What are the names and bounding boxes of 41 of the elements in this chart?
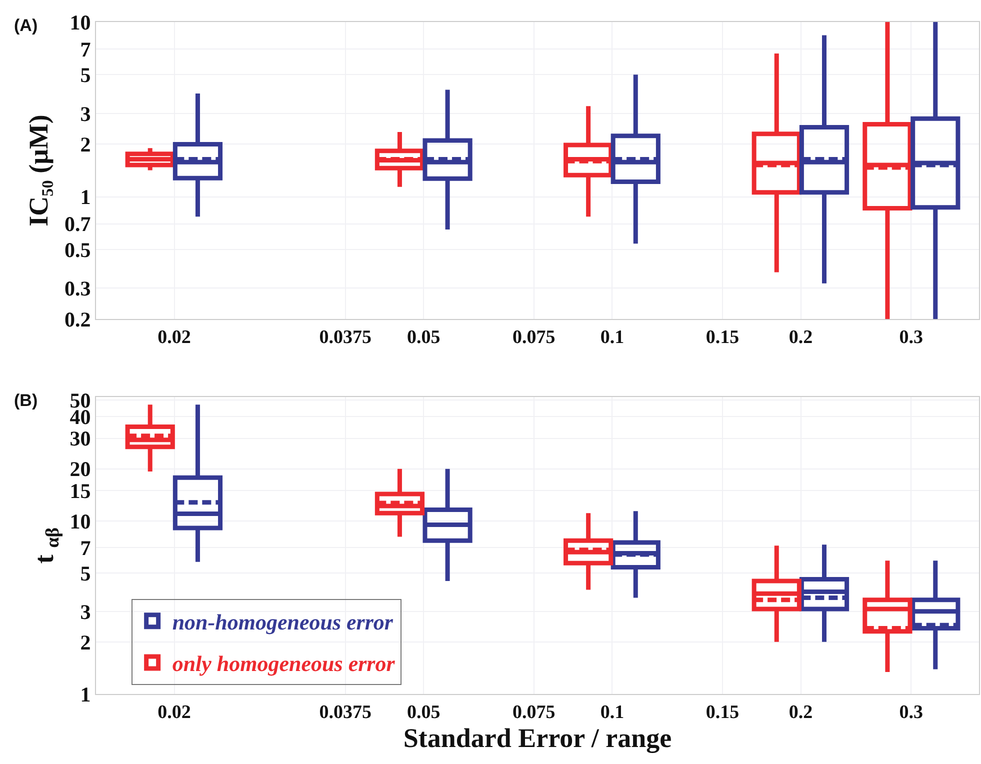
x-tick-label: 0.05: [406, 702, 440, 723]
y-tick-label: 7: [80, 536, 91, 560]
x-tick-label: 0.0375: [319, 326, 372, 348]
x-tick-label: 0.2: [788, 326, 813, 348]
x-tick-label: 0.075: [512, 702, 556, 723]
y-tick-label: 5: [80, 561, 91, 586]
y-tick-label: 7: [80, 37, 91, 62]
x-tick-label: 0.02: [158, 702, 191, 723]
y-tick-label: 10: [70, 509, 91, 534]
chart-title: (A): [14, 16, 38, 35]
x-tick-label: 0.02: [158, 326, 191, 348]
legend-label: only homogeneous error: [172, 651, 396, 676]
x-tick-label: 0.3: [899, 326, 923, 348]
y-axis-title: IC₅₀ (μM): [24, 114, 54, 226]
x-tick-label: 0.15: [706, 702, 740, 723]
y-tick-label: 1: [80, 682, 91, 706]
y-tick-label: 3: [80, 600, 91, 624]
y-tick-label: 2: [80, 630, 91, 654]
chart-title: (B): [14, 391, 38, 410]
y-tick-label: 0.7: [64, 212, 91, 236]
y-tick-label: 2: [80, 132, 91, 157]
y-tick-label: 0.3: [64, 276, 91, 301]
x-tick-label: 0.15: [706, 326, 740, 348]
x-tick-label: 0.3: [899, 702, 923, 723]
x-tick-label: 0.05: [406, 326, 440, 348]
y-tick-label: 30: [70, 426, 91, 451]
x-tick-label: 0.075: [512, 326, 556, 348]
x-tick-label: 0.1: [600, 702, 624, 723]
y-tick-label: 3: [80, 102, 91, 126]
x-axis-title: Standard Error / range: [403, 723, 672, 754]
y-tick-label: 1: [80, 185, 91, 210]
y-tick-label: 20: [70, 457, 91, 482]
y-tick-label: 0.2: [64, 307, 91, 332]
x-tick-label: 0.0375: [319, 702, 372, 723]
y-tick-label: 10: [70, 10, 91, 34]
x-tick-label: 0.2: [788, 702, 813, 723]
legend-label: non-homogeneous error: [172, 609, 394, 634]
y-tick-label: 15: [70, 478, 91, 503]
y-tick-label: 5: [80, 62, 91, 87]
x-tick-label: 0.1: [600, 326, 624, 348]
y-tick-label: 0.5: [64, 238, 91, 262]
